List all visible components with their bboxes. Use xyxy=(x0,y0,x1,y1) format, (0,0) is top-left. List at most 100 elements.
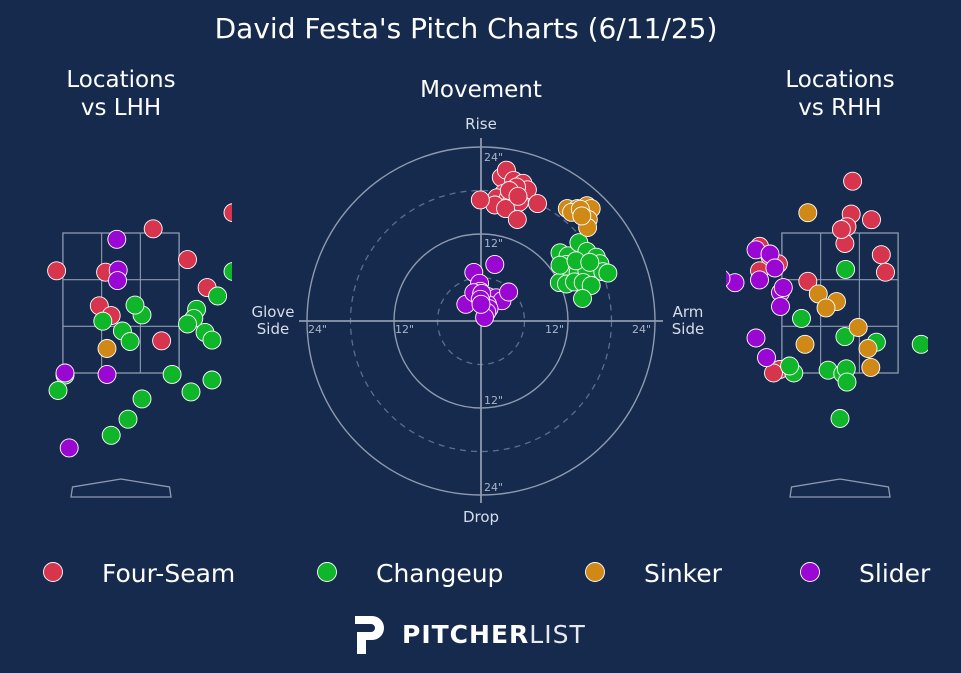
legend-label: Slider xyxy=(859,559,931,588)
location-point-four-seam xyxy=(223,203,232,223)
tick-label-right-24: 24" xyxy=(632,323,651,336)
page-title: David Festa's Pitch Charts (6/11/25) xyxy=(215,12,718,45)
pitcherlist-p-logo-icon xyxy=(355,616,384,654)
movement-point-changeup xyxy=(580,252,600,272)
location-point-sinker xyxy=(97,339,117,358)
location-point-four-seam xyxy=(9,334,27,352)
location-point-changeup xyxy=(48,381,68,400)
location-point-slider xyxy=(773,278,793,298)
location-point-sinker xyxy=(848,318,868,337)
movement-point-four-seam xyxy=(496,199,516,219)
location-point-changeup xyxy=(125,295,145,315)
movement-point-sinker xyxy=(572,206,592,226)
location-point-four-seam xyxy=(143,219,163,239)
location-point-slider xyxy=(59,438,79,458)
location-point-changeup xyxy=(836,259,856,279)
movement-point-changeup xyxy=(573,289,592,308)
movement-point-changeup xyxy=(581,276,601,295)
location-point-changeup xyxy=(830,409,850,428)
location-point-changeup xyxy=(911,334,928,354)
location-point-sinker xyxy=(858,339,878,358)
legend-item-sinker: Sinker xyxy=(585,559,723,588)
location-point-changeup xyxy=(780,356,800,376)
movement-point-four-seam xyxy=(507,210,527,229)
location-points xyxy=(9,203,251,458)
location-point-slider xyxy=(771,297,790,316)
location-point-four-seam xyxy=(876,262,895,282)
location-point-slider xyxy=(750,270,769,290)
legend-item-slider: Slider xyxy=(800,559,931,588)
movement-point-slider xyxy=(499,282,519,302)
location-point-slider xyxy=(726,270,731,287)
tick-label-top-12: 12" xyxy=(484,237,503,250)
legend-swatch xyxy=(585,562,605,582)
location-point-changeup xyxy=(132,389,152,409)
location-point-changeup xyxy=(223,262,232,281)
location-point-changeup xyxy=(202,330,222,350)
logo-text: PITCHERLIST xyxy=(402,620,586,649)
location-point-changeup xyxy=(202,370,222,390)
movement-points xyxy=(456,160,618,327)
legend-swatch xyxy=(317,562,337,582)
location-point-four-seam xyxy=(764,363,783,383)
logo-brand-light: LIST xyxy=(529,619,586,649)
movement-point-changeup xyxy=(550,255,570,275)
tick-label-left-24: 24" xyxy=(308,323,327,336)
legend-swatch xyxy=(800,562,820,582)
location-point-slider xyxy=(746,328,766,348)
legend-label: Four-Seam xyxy=(102,559,235,588)
movement-panel: Movement 24" 12" 12" 24" 24" 12" 12" 24" Rise Drop… xyxy=(251,77,704,526)
location-point-sinker xyxy=(795,334,815,354)
pitcherlist-logo: PITCHERLIST xyxy=(352,612,586,656)
location-point-slider xyxy=(765,258,785,278)
location-point-changeup xyxy=(835,327,855,347)
location-point-changeup xyxy=(178,314,197,334)
tick-label-top-24: 24" xyxy=(484,151,503,164)
location-point-changeup xyxy=(162,364,182,384)
location-point-slider xyxy=(757,348,776,368)
legend-swatch xyxy=(43,562,63,582)
location-point-four-seam xyxy=(831,220,851,239)
home-plate xyxy=(789,478,891,498)
movement-point-four-seam xyxy=(528,194,547,214)
location-point-slider xyxy=(97,364,117,384)
location-point-slider xyxy=(107,229,127,249)
home-plate xyxy=(70,478,172,498)
tick-label-right-12: 12" xyxy=(545,323,564,336)
strike-zone xyxy=(62,232,180,374)
location-point-changeup xyxy=(792,308,811,328)
location-point-sinker xyxy=(861,357,881,377)
movement-point-four-seam xyxy=(508,186,528,206)
locations-lhh-panel: Locations vs LHH xyxy=(9,67,251,498)
location-point-four-seam xyxy=(152,331,172,351)
location-point-changeup xyxy=(118,409,138,429)
location-point-slider xyxy=(108,271,127,291)
location-point-four-seam xyxy=(178,250,197,270)
axis-label-drop: Drop xyxy=(463,508,499,526)
tick-label-bottom-12: 12" xyxy=(484,394,503,407)
chart-title-movement: Movement xyxy=(420,77,542,103)
movement-point-slider xyxy=(471,294,491,314)
legend-label: Changeup xyxy=(376,559,503,588)
location-point-changeup xyxy=(93,311,113,331)
location-point-changeup xyxy=(101,425,121,445)
location-point-four-seam xyxy=(798,271,818,291)
location-point-four-seam xyxy=(233,263,251,281)
legend-item-four-seam: Four-Seam xyxy=(43,559,235,588)
location-point-four-seam xyxy=(47,261,67,281)
location-point-sinker xyxy=(816,298,836,318)
location-point-four-seam xyxy=(843,171,863,191)
tick-label-bottom-24: 24" xyxy=(484,481,503,494)
locations-rhh-panel: Locations vs RHH xyxy=(726,67,928,498)
movement-point-slider xyxy=(485,254,505,274)
movement-point-four-seam xyxy=(470,190,490,210)
location-point-changeup xyxy=(120,332,140,351)
location-point-slider xyxy=(15,309,33,327)
movement-point-changeup xyxy=(598,263,618,283)
legend: Four-Seam Changeup Sinker Slider xyxy=(43,559,931,588)
tick-label-left-12: 12" xyxy=(395,323,414,336)
location-point-slider xyxy=(726,273,745,293)
legend-item-changeup: Changeup xyxy=(317,559,503,588)
logo-brand-bold: PITCHER xyxy=(402,619,530,649)
